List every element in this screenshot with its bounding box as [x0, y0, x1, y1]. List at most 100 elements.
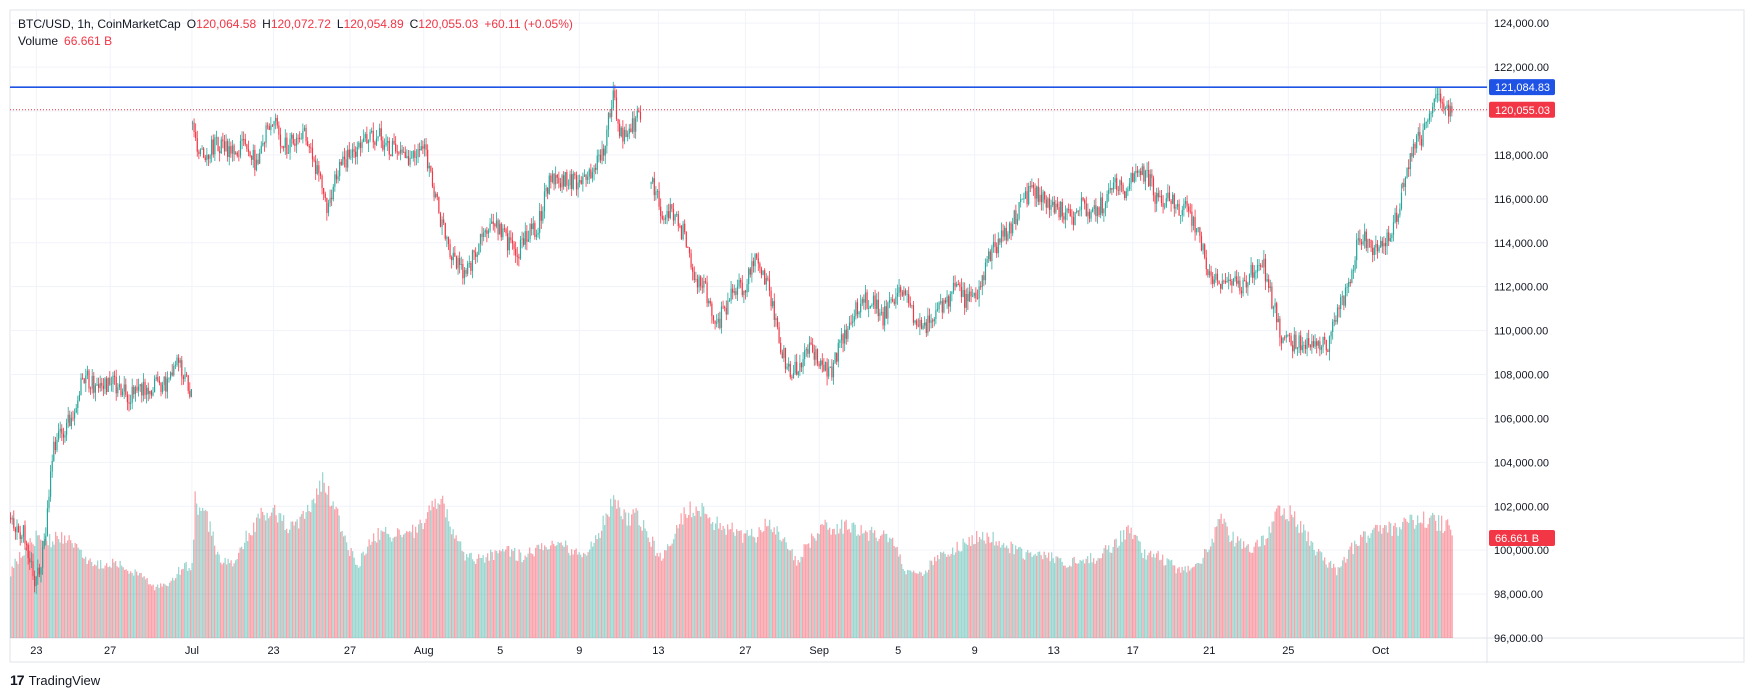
volume-bar [392, 537, 394, 638]
candle-body [1037, 186, 1039, 202]
candle-body [908, 294, 910, 304]
candle-body [138, 386, 140, 391]
volume-bar [1363, 531, 1365, 638]
candle-body [1372, 247, 1374, 255]
symbol-label[interactable]: BTC/USD, 1h, CoinMarketCap [18, 17, 181, 31]
volume-bar [44, 539, 46, 638]
volume-label[interactable]: Volume [18, 34, 59, 48]
volume-bar [733, 532, 735, 638]
volume-bar [1259, 546, 1261, 638]
candle-body [311, 147, 314, 160]
volume-bar [568, 552, 570, 638]
candle-body [291, 134, 293, 139]
candle-body [335, 174, 338, 180]
candle-body [749, 268, 751, 275]
candle-body [24, 525, 26, 544]
candle-body [639, 111, 642, 120]
candle-body [630, 128, 632, 133]
candle-body [523, 238, 525, 245]
volume-bar [545, 547, 547, 638]
volume-bar [1166, 558, 1168, 638]
candle-body [163, 376, 165, 385]
volume-bar [592, 546, 594, 638]
volume-bar [647, 537, 649, 638]
volume-bar [274, 504, 276, 638]
candle-body [548, 175, 550, 194]
candle-body [377, 136, 379, 139]
candle-body [901, 291, 903, 296]
candle-body [19, 532, 21, 539]
volume-bar [601, 530, 603, 638]
volume-bar [1232, 531, 1234, 638]
y-tick-label: 104,000.00 [1494, 457, 1549, 469]
x-tick-label: Jul [185, 645, 199, 657]
high-label: H [262, 17, 271, 31]
volume-bar [1351, 542, 1353, 638]
x-tick-label: 27 [344, 645, 356, 657]
candle-body [1435, 94, 1437, 99]
candle-body [1440, 93, 1442, 103]
candle-body [396, 151, 398, 153]
volume-bar [1343, 556, 1345, 638]
volume-bar [1372, 529, 1374, 638]
candle-body [1449, 106, 1451, 117]
candle-body [1282, 337, 1284, 344]
candle-body [627, 133, 629, 137]
candle-body [443, 219, 445, 223]
volume-bar [1109, 552, 1111, 638]
volume-bar [1271, 521, 1273, 638]
volume-bar [578, 552, 580, 638]
volume-bar [1298, 532, 1300, 638]
volume-bar [127, 570, 129, 638]
volume-bar [661, 560, 663, 638]
candle-body [66, 422, 68, 436]
candle-body [1396, 212, 1398, 222]
volume-bar [731, 522, 733, 638]
candle-body [337, 176, 339, 180]
volume-bar [422, 529, 424, 638]
candle-body [805, 349, 807, 351]
candle-body [1023, 198, 1025, 200]
candle-body [1285, 334, 1287, 338]
close-label: C [409, 17, 419, 31]
volume-bar [1247, 544, 1249, 638]
candle-body [203, 148, 205, 158]
volume-bar [550, 545, 552, 638]
tradingview-brand[interactable]: 17 TradingView [10, 672, 100, 688]
candle-body [353, 149, 355, 152]
volume-bar [421, 523, 423, 638]
candle-body [1264, 258, 1267, 282]
volume-bar [50, 547, 52, 638]
volume-bar [1066, 567, 1068, 638]
volume-bar [1274, 511, 1276, 638]
volume-bar [71, 543, 73, 638]
volume-bar [98, 568, 100, 638]
candle-body [489, 223, 491, 231]
volume-bar [128, 573, 130, 638]
candle-body [989, 251, 991, 262]
candle-body [503, 228, 506, 230]
volume-bar [470, 552, 472, 638]
volume-bar [1357, 546, 1359, 638]
volume-bar [782, 538, 784, 638]
volume-bar [899, 554, 901, 638]
volume-bar [926, 572, 928, 638]
candle-body [118, 384, 120, 388]
volume-bar [736, 529, 738, 638]
candle-body [1047, 198, 1049, 208]
volume-bar [862, 533, 864, 638]
candle-body [1087, 211, 1089, 217]
volume-bar [623, 509, 625, 638]
candle-body [1204, 244, 1206, 258]
volume-bar [1057, 556, 1059, 638]
candle-body [114, 375, 116, 377]
volume-bar [467, 557, 469, 638]
volume-bar [653, 540, 655, 638]
volume-bar [91, 561, 93, 638]
candle-body [191, 122, 194, 124]
volume-bar [694, 515, 696, 638]
candle-body [178, 357, 180, 363]
volume-bar [842, 533, 844, 638]
candle-body [920, 320, 923, 329]
